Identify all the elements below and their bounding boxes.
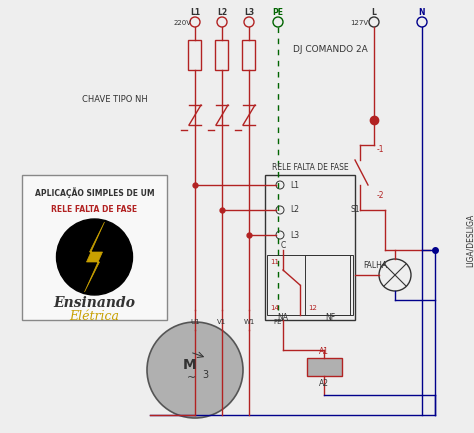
Text: RELE FALTA DE FASE: RELE FALTA DE FASE — [272, 164, 348, 172]
Polygon shape — [84, 222, 104, 292]
Text: 127V: 127V — [350, 20, 368, 26]
Text: 220V: 220V — [174, 20, 192, 26]
Text: A2: A2 — [319, 379, 329, 388]
Text: A1: A1 — [319, 348, 329, 356]
Text: RELE FALTA DE FASE: RELE FALTA DE FASE — [52, 206, 137, 214]
Bar — [265, 175, 355, 320]
Text: L1: L1 — [190, 8, 200, 17]
Text: -2: -2 — [376, 191, 384, 200]
Bar — [243, 40, 255, 70]
Text: S1: S1 — [350, 206, 360, 214]
Bar — [267, 255, 353, 315]
Bar — [22, 175, 167, 320]
Circle shape — [147, 322, 243, 418]
Text: U1: U1 — [190, 319, 200, 325]
Text: PE: PE — [273, 8, 283, 17]
Text: L2: L2 — [290, 206, 299, 214]
Text: L3: L3 — [244, 8, 254, 17]
Text: C: C — [281, 240, 286, 249]
Text: M: M — [183, 358, 197, 372]
Text: NF: NF — [325, 313, 335, 323]
Text: LIGA/DESLIGA: LIGA/DESLIGA — [465, 213, 474, 267]
Text: PE: PE — [274, 319, 282, 325]
Bar — [189, 40, 201, 70]
Text: DJ COMANDO 2A: DJ COMANDO 2A — [292, 45, 367, 55]
Text: 14: 14 — [271, 305, 280, 311]
Text: W1: W1 — [243, 319, 255, 325]
Text: Ensinando: Ensinando — [54, 296, 136, 310]
Bar — [307, 358, 342, 376]
Text: 12: 12 — [309, 305, 318, 311]
Text: L2: L2 — [217, 8, 227, 17]
Text: ~: ~ — [187, 373, 197, 383]
Text: -1: -1 — [376, 145, 384, 155]
Bar — [216, 40, 228, 70]
Text: L: L — [372, 8, 376, 17]
Text: FALHA: FALHA — [363, 261, 387, 269]
Text: N: N — [419, 8, 425, 17]
Circle shape — [56, 219, 133, 295]
Text: NA: NA — [277, 313, 289, 323]
Text: APLICAÇÃO SIMPLES DE UM: APLICAÇÃO SIMPLES DE UM — [35, 187, 155, 198]
Text: Elétrica: Elétrica — [70, 310, 119, 323]
Text: 11: 11 — [271, 259, 280, 265]
Text: L1: L1 — [290, 181, 299, 190]
Text: V1: V1 — [218, 319, 227, 325]
Text: 3: 3 — [202, 370, 208, 380]
Text: CHAVE TIPO NH: CHAVE TIPO NH — [82, 96, 148, 104]
Bar — [305, 255, 350, 315]
Text: L3: L3 — [290, 230, 299, 239]
